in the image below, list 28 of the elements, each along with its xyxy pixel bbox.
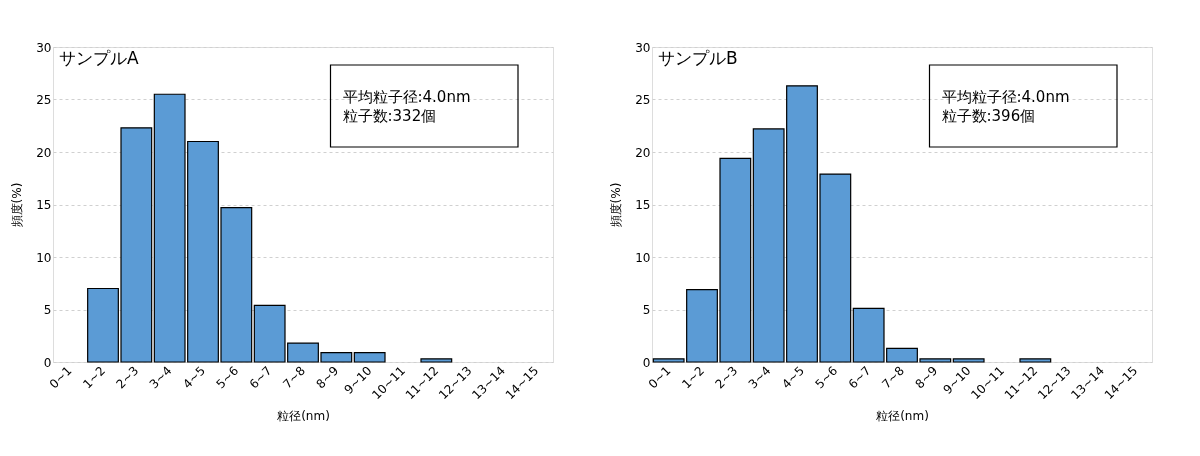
y-tick-label: 15: [635, 198, 651, 212]
x-axis-title: 粒径(nm): [876, 409, 929, 424]
y-tick-label: 20: [635, 145, 651, 160]
annotation: 粒子数:332個: [342, 107, 437, 125]
y-tick-label: 30: [36, 40, 52, 55]
bar: [952, 358, 985, 363]
bar: [1019, 358, 1052, 363]
bar: [420, 358, 453, 363]
y-tick-label: 0: [642, 355, 651, 370]
y-axis-title: 頻度(%): [10, 182, 25, 228]
y-tick-label: 0: [43, 355, 52, 370]
y-axis-title: 頻度(%): [609, 182, 624, 228]
y-tick-label: 10: [36, 250, 52, 265]
chart-title: サンプルB: [658, 48, 738, 68]
chart-title: サンプルA: [59, 48, 139, 68]
annotation: 粒子数:396個: [941, 107, 1036, 125]
y-tick-label: 5: [642, 303, 651, 317]
y-tick-label: 10: [635, 250, 651, 265]
y-tick-label: 25: [635, 93, 651, 107]
x-axis-title: 粒径(nm): [277, 409, 330, 424]
y-tick-label: 20: [36, 145, 52, 160]
y-tick-label: 25: [36, 93, 52, 107]
annotation: 平均粒子径:4.0nm: [342, 88, 471, 106]
y-tick-label: 30: [635, 40, 651, 55]
bar: [353, 351, 386, 363]
y-tick-label: 5: [43, 303, 52, 317]
y-tick-label: 15: [36, 198, 52, 212]
annotation: 平均粒子径:4.0nm: [941, 88, 1070, 106]
